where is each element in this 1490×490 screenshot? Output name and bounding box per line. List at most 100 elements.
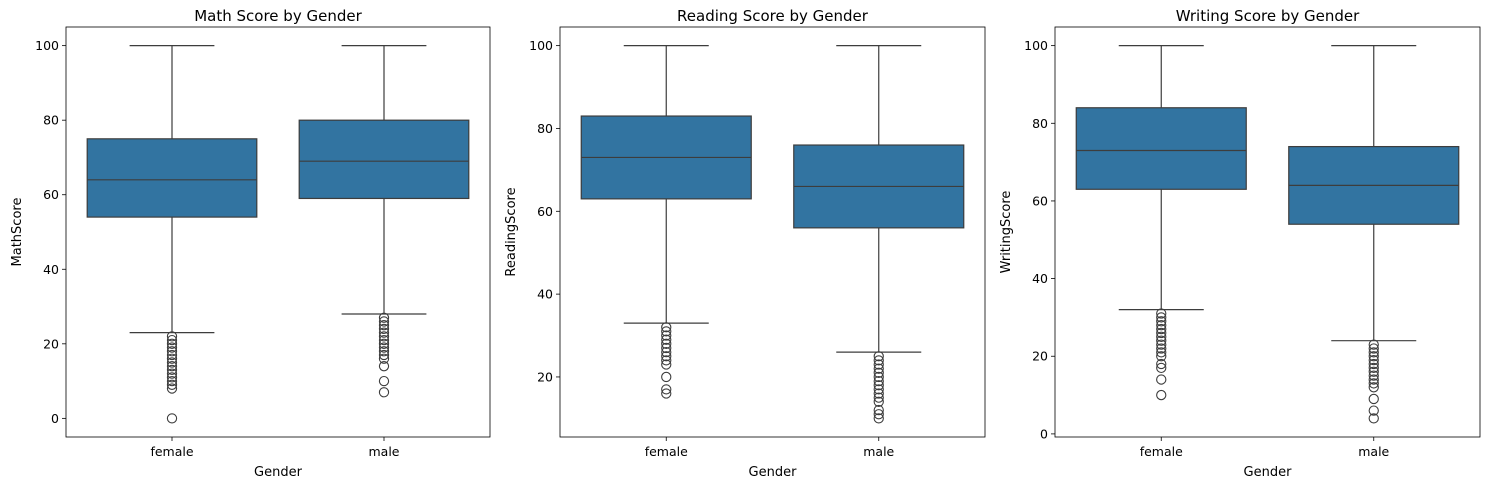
outlier-point xyxy=(661,322,672,333)
outlier-point xyxy=(1156,327,1167,339)
y-tick-label: 80 xyxy=(1032,116,1048,131)
outlier-point xyxy=(1156,331,1167,342)
y-axis-label: ReadingScore xyxy=(504,187,519,276)
outlier-point xyxy=(166,364,178,376)
y-tick-label: 20 xyxy=(537,369,553,384)
outlier-point xyxy=(1368,339,1379,350)
outlier-point xyxy=(1368,358,1379,370)
y-tick-label: 40 xyxy=(43,262,59,277)
outlier-point xyxy=(661,330,672,341)
outlier-point xyxy=(873,396,884,407)
outlier-point xyxy=(1156,339,1167,350)
outlier-point xyxy=(378,320,390,331)
outlier-point xyxy=(378,342,390,353)
outlier-point xyxy=(1368,378,1379,389)
outlier-point xyxy=(661,371,672,383)
outlier-point xyxy=(166,368,178,379)
outlier-point xyxy=(378,361,390,372)
outlier-point xyxy=(166,331,178,342)
outlier-point xyxy=(661,351,672,362)
y-tick-label: 60 xyxy=(1032,193,1048,208)
outlier-point xyxy=(378,323,390,335)
x-tick-label: female xyxy=(150,444,193,459)
outlier-point xyxy=(661,326,672,337)
outlier-point xyxy=(661,388,672,399)
outlier-point xyxy=(661,334,672,345)
outlier-point xyxy=(378,349,390,361)
outlier-point xyxy=(1368,362,1379,374)
y-tick-label: 80 xyxy=(43,113,59,128)
outlier-point xyxy=(661,338,672,349)
y-tick-label: 100 xyxy=(35,38,59,53)
outlier-point xyxy=(378,331,390,342)
chart-panel-2: Reading Score by Gender 20 40 60 80 100 female… xyxy=(504,7,986,480)
y-tick-label: 0 xyxy=(1040,426,1048,441)
outlier-point xyxy=(873,359,884,370)
outlier-point xyxy=(378,353,390,364)
x-axis-label: Gender xyxy=(749,465,798,480)
y-axis-label: WritingScore xyxy=(999,191,1014,274)
outlier-point xyxy=(166,379,178,390)
plot-frame xyxy=(65,26,491,438)
outlier-point xyxy=(166,375,178,387)
outlier-point xyxy=(166,353,178,364)
outlier-point xyxy=(378,387,390,398)
outlier-point xyxy=(166,413,178,424)
outlier-point xyxy=(1368,374,1379,385)
outlier-point xyxy=(1156,351,1167,362)
outlier-point xyxy=(1368,343,1379,354)
x-tick-label: female xyxy=(1140,444,1183,459)
outlier-point xyxy=(166,383,178,394)
y-tick-label: 20 xyxy=(1032,349,1048,364)
outlier-point xyxy=(166,372,178,383)
chart-title: Math Score by Gender xyxy=(194,7,362,25)
outlier-point xyxy=(873,375,884,387)
box-female xyxy=(580,45,752,399)
outlier-point xyxy=(1368,382,1379,393)
x-tick-label: male xyxy=(1358,444,1389,459)
outlier-point xyxy=(1368,370,1379,381)
outlier-point xyxy=(1156,374,1167,385)
plot-frame xyxy=(1054,26,1481,438)
outlier-point xyxy=(873,380,884,391)
outlier-point xyxy=(1368,351,1379,362)
outlier-point xyxy=(1156,320,1167,331)
outlier-point xyxy=(166,342,178,353)
y-tick-label: 100 xyxy=(1024,38,1048,53)
chart-title: Writing Score by Gender xyxy=(1176,7,1360,25)
x-axis-label: Gender xyxy=(254,465,303,480)
outlier-point xyxy=(661,346,672,358)
x-tick-label: male xyxy=(863,444,894,459)
y-tick-label: 40 xyxy=(537,287,553,302)
outlier-point xyxy=(1156,308,1167,319)
outlier-point xyxy=(166,338,178,349)
chart-panel-3: Writing Score by Gender 0 20 40 60 80 100 femal… xyxy=(999,7,1481,480)
outlier-point xyxy=(1368,347,1379,358)
y-tick-label: 100 xyxy=(529,38,553,53)
outlier-point xyxy=(873,404,884,416)
iqr-box xyxy=(86,138,258,218)
outlier-point xyxy=(873,392,884,403)
outlier-point xyxy=(1368,413,1379,424)
box-male xyxy=(793,45,965,424)
outlier-point xyxy=(166,357,178,368)
plot-frame xyxy=(559,26,986,438)
outlier-point xyxy=(378,327,390,338)
outlier-point xyxy=(378,375,390,387)
outlier-point xyxy=(1156,347,1167,358)
x-axis-label: Gender xyxy=(1244,465,1293,480)
outlier-point xyxy=(1368,354,1379,366)
outlier-point xyxy=(378,312,390,323)
chart-panel-1: Math Score by Gender 0 20 40 60 80 100 female ma… xyxy=(10,7,491,480)
outlier-point xyxy=(1368,393,1379,405)
outlier-point xyxy=(166,346,178,357)
outlier-point xyxy=(1156,358,1167,370)
outlier-point xyxy=(166,349,178,361)
outlier-point xyxy=(1156,323,1167,335)
y-axis-label: MathScore xyxy=(10,198,25,267)
iqr-box xyxy=(298,119,470,200)
outlier-point xyxy=(1156,312,1167,323)
outlier-point xyxy=(873,367,884,378)
y-tick-label: 80 xyxy=(537,121,553,136)
